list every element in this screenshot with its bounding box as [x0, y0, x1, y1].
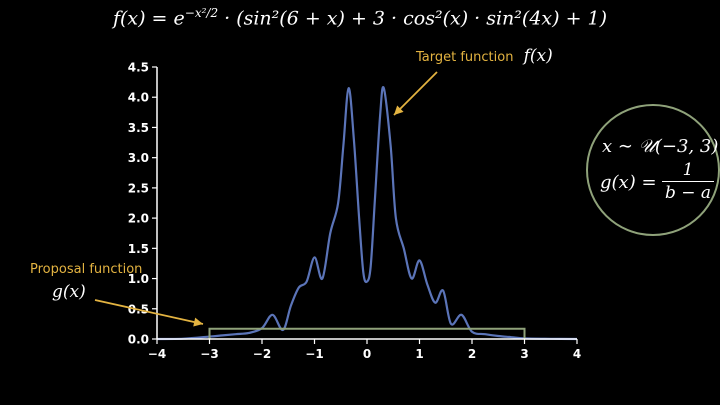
y-tick-label: 3.5 — [128, 121, 149, 135]
proposal-arrow — [94, 299, 204, 325]
target-label: Target function — [416, 50, 514, 65]
x-tick-label: 0 — [363, 347, 371, 361]
g-fraction: 1 b − a — [662, 160, 714, 203]
uniform-distribution: x ∼ 𝒰(−3, 3) — [602, 136, 719, 157]
target-math: f(x) — [523, 46, 553, 66]
series-f-line — [156, 86, 578, 341]
axes: 0.00.51.01.52.02.53.03.54.04.5−4−3−2−101… — [128, 61, 581, 362]
formula-title: f(x) = e−x²/2 · (sin²(6 + x) + 3 · cos²(… — [112, 6, 608, 30]
y-tick-label: 3.0 — [128, 151, 149, 165]
proposal-arrow-head — [193, 317, 203, 327]
fraction-denominator: b − a — [664, 183, 712, 203]
series-g-line — [208, 327, 526, 339]
plot-area — [156, 86, 578, 341]
annotation-arrows — [94, 71, 438, 327]
x-tick-label: 2 — [468, 347, 476, 361]
y-tick-label: 2.0 — [128, 212, 149, 226]
x-tick-label: −2 — [253, 347, 271, 361]
g-definition: g(x) = — [600, 172, 657, 193]
x-tick-label: 3 — [520, 347, 528, 361]
y-tick-label: 1.5 — [128, 242, 149, 256]
x-tick-label: 4 — [573, 347, 581, 361]
y-tick-label: 4.0 — [128, 91, 149, 105]
y-tick-label: 1.0 — [128, 272, 149, 286]
target-arrow-head — [394, 105, 404, 115]
x-tick-label: 1 — [415, 347, 423, 361]
target-annotation: Target function f(x) — [416, 46, 553, 66]
y-tick-label: 2.5 — [128, 181, 149, 195]
x-tick-label: −4 — [148, 347, 166, 361]
proposal-label: Proposal function — [30, 262, 143, 277]
y-tick-label: 4.5 — [128, 61, 149, 75]
x-tick-label: −1 — [305, 347, 323, 361]
distribution-ellipse — [586, 104, 720, 236]
fraction-numerator: 1 — [662, 160, 714, 182]
target-arrow — [393, 71, 438, 116]
x-tick-label: −3 — [200, 347, 218, 361]
y-tick-label: 0.0 — [128, 333, 149, 347]
proposal-math: g(x) — [52, 282, 86, 302]
